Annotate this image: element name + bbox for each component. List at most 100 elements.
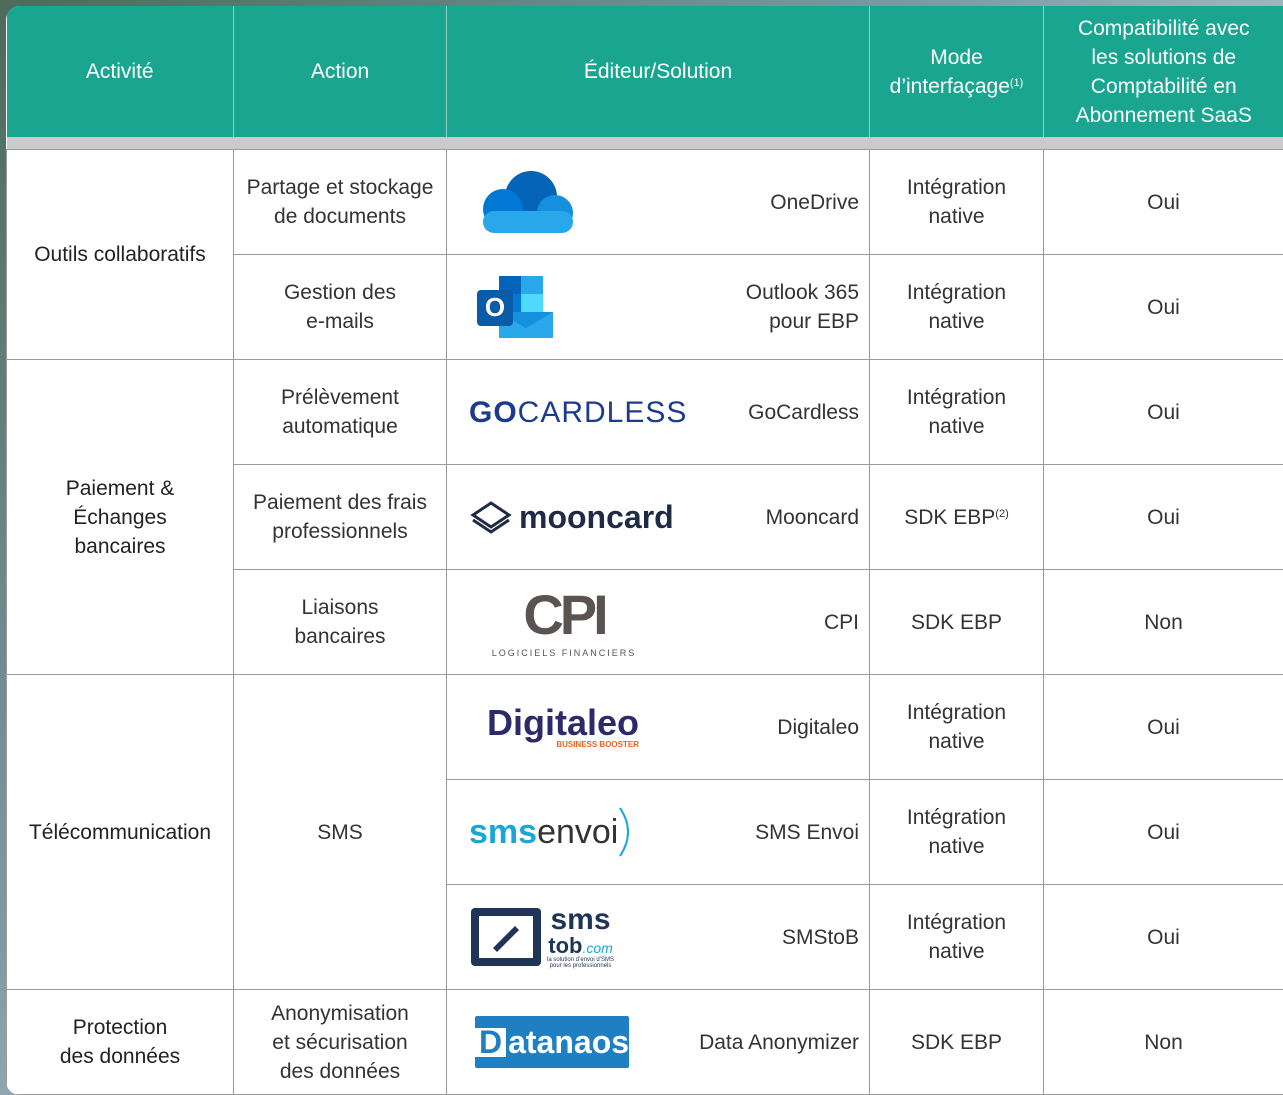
solution: mooncard Mooncard xyxy=(447,465,869,569)
row: Télécommunication SMS Digitaleo BUSINESS… xyxy=(6,674,1283,990)
logo-text: atanaos xyxy=(508,1023,630,1060)
logo-text: .com xyxy=(582,940,613,956)
outlook-logo: O xyxy=(477,276,553,338)
onedrive-logo xyxy=(483,171,573,233)
action-cell: Partage et stockage de documents xyxy=(233,149,447,255)
logo: GO CARDLESS xyxy=(469,395,709,429)
mode-cell: Intégration native xyxy=(869,779,1044,885)
mode-cell: SDK EBP(2) xyxy=(869,464,1044,570)
action-cell: Prélèvement automatique xyxy=(233,359,447,465)
logo: sms tob.com la solution d’envoi d’SMS po… xyxy=(469,904,709,970)
solution: Digitaleo BUSINESS BOOSTER Digitaleo xyxy=(447,675,869,779)
logo-text: D xyxy=(474,1026,507,1058)
row: Protection des données Anonymisation et … xyxy=(6,989,1283,1095)
action-cell: SMS xyxy=(233,674,447,990)
separator xyxy=(6,137,1283,150)
row: Liaisons bancaires CPI LOGICIELS FINANCI… xyxy=(7,569,1283,675)
header-cell: Mode d’interfaçage(1) xyxy=(869,6,1044,137)
solution-cell: CPI LOGICIELS FINANCIERS CPI xyxy=(446,569,870,675)
compat-cell: Oui xyxy=(1043,779,1283,885)
solution-cell: GO CARDLESS GoCardless xyxy=(446,359,870,465)
logo-text: O xyxy=(485,292,505,322)
action-cell: Liaisons bancaires xyxy=(233,569,447,675)
solution-name: OneDrive xyxy=(770,190,859,214)
mode-cell: Intégration native xyxy=(869,254,1044,360)
action-cell: Paiement des frais professionnels xyxy=(233,464,447,570)
logo: CPI LOGICIELS FINANCIERS xyxy=(469,582,659,658)
mode-cell: Intégration native xyxy=(869,884,1044,990)
row: Gestion des e-mails O Outlook 365 pour E… xyxy=(7,254,1283,360)
footnote-ref: (2) xyxy=(995,507,1009,520)
solution-cell: sms tob.com la solution d’envoi d’SMS po… xyxy=(446,884,870,990)
solution-name: SMS Envoi xyxy=(755,820,859,844)
logo: Digitaleo BUSINESS BOOSTER xyxy=(469,705,639,749)
solution-name: SMStoB xyxy=(781,925,859,949)
logo-text: tob xyxy=(548,933,583,958)
logo: mooncard xyxy=(469,500,709,534)
solution-cell: mooncard Mooncard xyxy=(446,464,870,570)
compat-cell: Non xyxy=(1043,569,1283,675)
header-text: Mode d’interfaçage xyxy=(889,45,1010,98)
logo-tagline: LOGICIELS FINANCIERS xyxy=(491,647,637,658)
footnote-ref: (1) xyxy=(1009,76,1024,89)
mode-cell: Intégration native xyxy=(869,359,1044,465)
logo-arc xyxy=(619,807,630,857)
solution-cell: OneDrive xyxy=(446,149,870,255)
mode-cell: SDK EBP xyxy=(869,989,1044,1095)
mode-text: SDK EBP xyxy=(904,505,996,529)
solution-name: Digitaleo xyxy=(777,715,859,739)
logo xyxy=(469,167,709,237)
partner-table: Activité Action Éditeur/Solution Mode d’… xyxy=(6,6,1283,1095)
logo: sms envoi xyxy=(469,804,709,860)
solution-cell: Digitaleo BUSINESS BOOSTER Digitaleo xyxy=(446,674,870,780)
row: sms tob.com la solution d’envoi d’SMS po… xyxy=(7,884,1283,990)
solution-name: Mooncard xyxy=(765,505,859,529)
header-cell: Éditeur/Solution xyxy=(446,6,870,137)
logo-text: mooncard xyxy=(519,498,674,535)
logo: O xyxy=(469,272,709,342)
mode-cell: Intégration native xyxy=(869,149,1044,255)
mode-cell: SDK EBP xyxy=(869,569,1044,675)
action-cell: Gestion des e-mails xyxy=(233,254,447,360)
row: Paiement & Échanges bancaires Prélèvemen… xyxy=(6,359,1283,675)
solution-name: Outlook 365 pour EBP xyxy=(745,281,859,333)
logo-text: CPI xyxy=(523,582,608,646)
activity-cell: Outils collaboratifs xyxy=(6,149,234,360)
compat-cell: Oui xyxy=(1043,149,1283,255)
logo-text: GO xyxy=(469,395,518,429)
compat-cell: Oui xyxy=(1043,674,1283,780)
logo-tagline: BUSINESS BOOSTER xyxy=(556,740,639,749)
solution: sms envoi SMS Envoi xyxy=(447,780,869,884)
solution-name: CPI xyxy=(823,610,859,634)
header-cell: Compatibilité avec les solutions de Comp… xyxy=(1043,6,1283,137)
header-row: Activité Action Éditeur/Solution Mode d’… xyxy=(6,6,1283,137)
compat-cell: Oui xyxy=(1043,884,1283,990)
logo-text: envoi xyxy=(537,812,619,851)
solution: GO CARDLESS GoCardless xyxy=(447,360,869,464)
compat-cell: Oui xyxy=(1043,254,1283,360)
logo-text: CARDLESS xyxy=(517,395,688,429)
separator-band xyxy=(6,137,1283,150)
compat-cell: Oui xyxy=(1043,464,1283,570)
compat-cell: Oui xyxy=(1043,359,1283,465)
logo-text: sms xyxy=(469,812,538,851)
table-card: Activité Action Éditeur/Solution Mode d’… xyxy=(6,6,1283,1095)
logo-text: Digitaleo xyxy=(486,702,639,743)
activity-cell: Télécommunication xyxy=(6,674,234,990)
table-body: Outils collaboratifs Partage et stockage… xyxy=(6,137,1283,1095)
header-cell: Activité xyxy=(6,6,234,137)
solution: sms tob.com la solution d’envoi d’SMS po… xyxy=(447,885,869,989)
solution-name: GoCardless xyxy=(748,400,859,424)
row: sms envoi SMS Envoi Intégration native Ou… xyxy=(7,779,1283,885)
solution-cell: sms envoi SMS Envoi xyxy=(446,779,870,885)
solution-name: Data Anonymizer xyxy=(699,1030,859,1054)
activity-cell: Protection des données xyxy=(6,989,234,1095)
mode-cell: Intégration native xyxy=(869,674,1044,780)
header-cell: Action xyxy=(233,6,447,137)
solution-cell: O Outlook 365 pour EBP xyxy=(446,254,870,360)
logo-text: sms xyxy=(550,903,611,936)
